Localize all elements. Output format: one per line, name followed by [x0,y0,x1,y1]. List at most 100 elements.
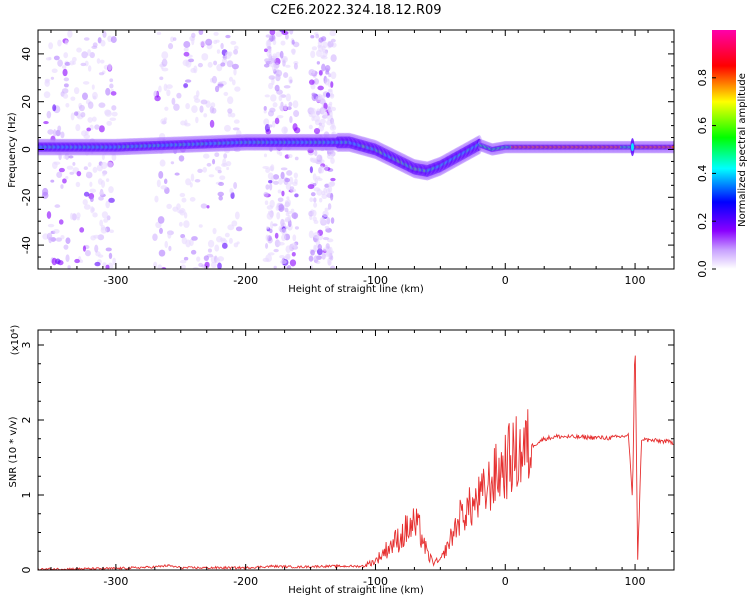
noise-speckle [310,34,315,39]
noise-speckle [324,77,330,86]
noise-speckle [86,171,91,176]
noise-speckle [156,31,162,36]
noise-speckle [216,49,221,54]
noise-speckle [208,174,215,178]
noise-speckle [266,45,272,50]
noise-speckle [286,265,292,269]
noise-speckle [204,266,209,269]
noise-speckle [108,186,114,194]
noise-speckle [276,115,284,119]
noise-speckle [269,30,276,36]
noise-speckle [323,131,330,140]
noise-speckle [69,171,75,175]
noise-speckle [327,181,335,188]
noise-speckle [230,40,237,45]
noise-speckle [200,203,208,209]
snr-ticks: -300 -200 -100 0 100 0 1 2 3 [20,330,674,588]
noise-speckle [274,117,280,125]
noise-speckle [329,93,335,99]
noise-speckle [89,196,94,203]
x-tick-label: -200 [233,274,258,287]
noise-speckle [109,229,114,234]
noise-speckle [328,246,333,254]
noise-speckle [89,181,93,187]
noise-speckle [294,193,299,198]
noise-speckle [159,159,166,167]
noise-speckle [205,38,213,46]
noise-speckle [214,152,220,158]
noise-speckle [312,70,318,79]
noise-speckle [75,181,81,188]
noise-speckle [80,62,87,67]
noise-speckle [310,50,316,59]
noise-speckle [220,62,226,67]
noise-speckle [266,39,272,48]
x-tick-label: 100 [625,274,646,287]
noise-speckle [285,245,292,254]
noise-speckle [291,242,297,249]
noise-speckle [178,221,183,227]
noise-speckle [99,219,104,227]
noise-speckle [92,91,98,100]
noise-speckle [267,252,275,256]
noise-speckle [105,264,110,269]
noise-speckle [269,61,275,68]
noise-speckle [47,223,55,228]
noise-speckle [322,247,329,252]
noise-speckle [200,99,208,105]
noise-speckle [319,216,326,225]
y-tick-label: 3 [20,342,33,349]
noise-speckle [311,209,317,217]
noise-speckle [53,161,61,165]
noise-speckle [280,167,288,171]
noise-speckle [47,129,54,135]
noise-speckle [270,221,274,230]
noise-speckle [213,60,218,66]
noise-speckle [183,256,189,261]
noise-speckle [70,212,74,220]
noise-speckle [318,122,322,126]
colorbar-tick-label: 0.8 [696,69,709,87]
noise-speckle [63,244,69,250]
noise-speckle [92,42,98,48]
noise-speckle [314,150,318,157]
noise-speckle [311,110,316,118]
noise-speckle [308,79,315,85]
noise-speckle [83,204,91,210]
noise-speckle [69,60,75,66]
noise-speckle [185,178,192,186]
noise-speckle [199,40,207,47]
y-tick-label: -20 [20,188,33,206]
noise-speckle [189,238,194,247]
noise-speckle [277,189,282,194]
noise-speckle [51,68,58,74]
noise-speckle [329,30,337,37]
noise-speckle [233,49,238,55]
noise-speckle [46,110,52,119]
noise-speckle [280,171,285,180]
noise-speckle [269,228,273,234]
noise-speckle [180,234,186,239]
noise-speckle [293,110,300,118]
noise-speckle [219,175,226,181]
snr-panel: -300 -200 -100 0 100 0 1 2 3 Height of straight … [8,325,675,596]
noise-speckle [279,50,284,59]
noise-speckle [235,129,242,138]
noise-speckle [81,92,88,100]
noise-speckle [81,51,88,59]
noise-speckle [58,219,64,225]
noise-speckle [91,116,97,122]
noise-speckle [73,111,79,116]
noise-speckle [223,153,228,159]
noise-speckle [264,58,270,63]
noise-speckle [97,234,105,241]
noise-speckle [290,208,295,214]
noise-speckle [327,185,333,193]
noise-speckle [214,244,220,252]
noise-speckle [194,179,201,183]
noise-speckle [93,234,100,239]
noise-speckle [313,128,321,135]
noise-speckle [285,64,291,68]
noise-speckle [265,243,269,249]
